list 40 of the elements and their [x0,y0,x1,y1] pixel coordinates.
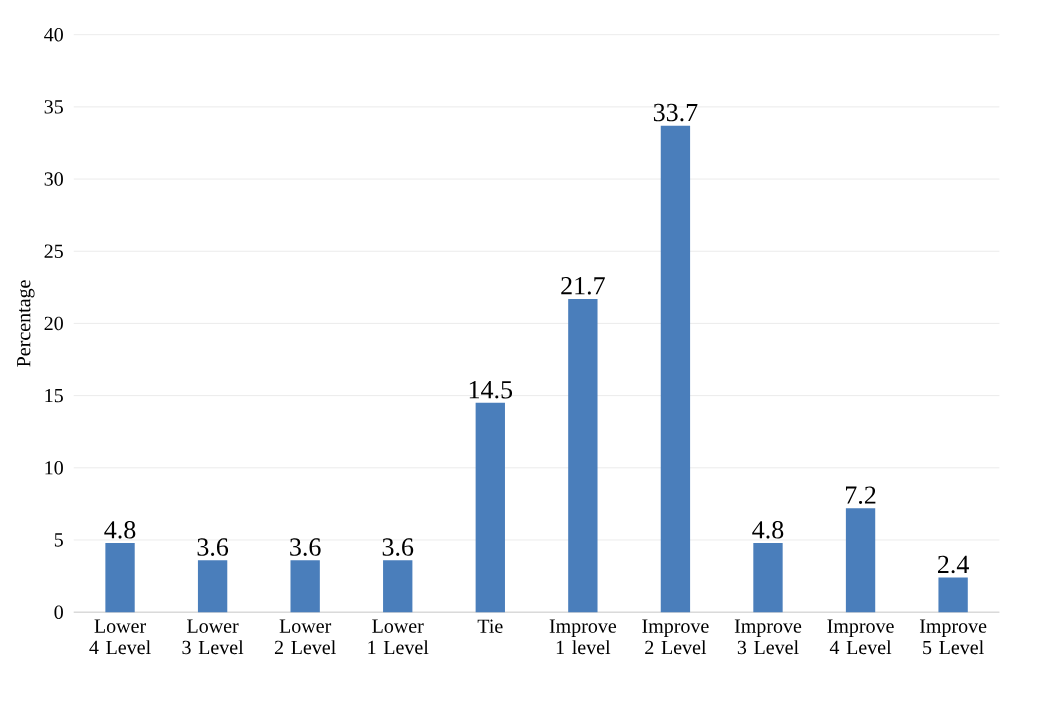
data-label: 4.8 [104,521,136,539]
y-tick-label: 0 [54,605,63,620]
bar [753,543,783,613]
data-label: 3.6 [290,538,321,557]
bar [568,299,598,613]
x-tick-label: Improve 2 Level [642,619,709,655]
data-label: 21.7 [561,277,605,295]
x-tick-label: Lower 3 Level [182,619,244,655]
bar [105,543,135,613]
x-tick-label: Tie [477,619,503,634]
data-label: 7.2 [846,486,876,505]
bar [475,403,505,613]
y-tick-label: 25 [44,244,63,259]
y-tick-label: 40 [44,28,63,42]
bar [660,125,691,613]
data-label: 2.4 [938,555,969,574]
x-tick-label: Lower 2 Level [274,619,336,655]
data-label: 4.8 [752,521,784,539]
x-tick-label: Improve 3 Level [734,619,802,655]
x-tick-label: Improve 4 Level [827,619,894,655]
y-tick-label: 5 [54,533,63,547]
x-tick-label: Lower 1 Level [368,619,429,655]
y-axis-title: Percentage [17,280,35,367]
y-tick-label: 10 [45,461,63,475]
y-tick-label: 35 [44,100,63,114]
bar [383,560,413,613]
bar [845,508,876,613]
data-label: 33.7 [653,103,698,122]
bar [197,560,228,613]
y-tick-label: 30 [44,172,63,187]
x-tick-label: Improve 1 level [549,619,617,655]
x-tick-label: Improve 5 Level [919,619,987,655]
data-label: 14.5 [469,381,513,399]
bar [938,577,968,613]
x-tick-label: Lower 4 Level [89,619,151,655]
y-tick-label: 20 [44,316,63,331]
y-tick-label: 15 [45,389,63,403]
data-label: 3.6 [382,538,414,557]
data-label: 3.6 [197,538,229,557]
bar [290,560,320,613]
